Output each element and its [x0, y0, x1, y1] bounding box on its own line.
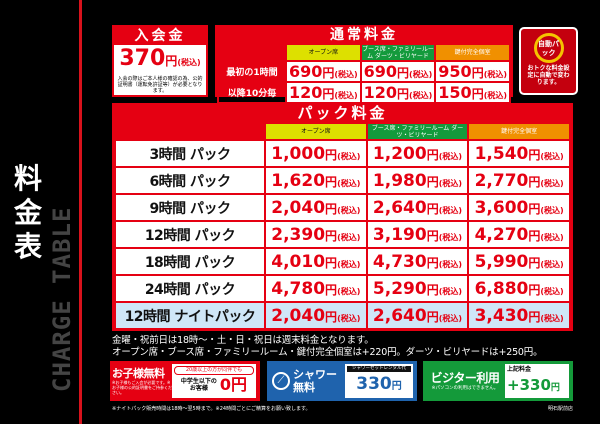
visitor-price: +330円 [507, 376, 560, 394]
pack-row: 3時間 パック 1,000円(税込) 1,200円(税込) 1,540円(税込) [114, 139, 571, 168]
pack-rate-box: パック料金 オープン席 ブース席・ファミリールーム ダーツ・ビリヤード 鍵付完全… [112, 103, 573, 331]
entry-fee-note: 入会の際はご本人様の確認の為、公的証明書（運転免許証等）が必要となります。 [117, 76, 203, 94]
price-cell: 4,010円(税込) [264, 247, 368, 276]
pack-row: 9時間 パック 2,040円(税込) 2,640円(税込) 3,600円(税込) [114, 193, 571, 222]
col-private: 鍵付完全個室 [467, 122, 571, 141]
notes: 金曜・祝前日は18時～・土・日・祝日は週末料金となります。 オープン席・ブース席… [112, 335, 543, 359]
price-cell: 4,270円(税込) [467, 220, 571, 249]
entry-fee-price: 370円(税込) [119, 46, 201, 71]
shower-title: シャワー [293, 368, 337, 381]
visitor-tag: 上記料金 [507, 366, 532, 373]
price-cell: 2,770円(税込) [467, 166, 571, 195]
price-cell: 1,000円(税込) [264, 139, 368, 168]
normal-rate-title: 通常料金 [330, 27, 398, 43]
shower-banner: ⟋ シャワー 無料 シャワーセットレンタル代 330円 [267, 361, 417, 401]
price-cell: 5,990円(税込) [467, 247, 571, 276]
child-free-banner: お子様無料 ※お子様もご入会が必要です。※お子様の公的証明書をご持参ください。 … [110, 361, 260, 401]
price-cell: 3,600円(税込) [467, 193, 571, 222]
pack-label: 6時間 パック [114, 166, 266, 195]
auto-pack-text: おトクな料金設定に自動で変わります。 [527, 65, 570, 86]
price-cell: 4,730円(税込) [365, 247, 470, 276]
price-cell: 120円(税込) [285, 81, 362, 104]
normal-rate-box: 通常料金 オープン席 ブース席・ファミリールーム ダーツ・ビリヤード 鍵付完全個… [215, 25, 513, 104]
price-cell: 2,640円(税込) [365, 301, 470, 330]
pack-row: 12時間 ナイトパック 2,040円(税込) 2,640円(税込) 3,430円(税込… [114, 301, 571, 330]
pack-label: 3時間 パック [114, 139, 266, 168]
pack-label: 24時間 パック [114, 274, 266, 303]
charge-table-watermark: CHARGE TABLE [48, 206, 76, 392]
row-label: 最初の1時間 [217, 60, 287, 83]
price-cell: 1,620円(税込) [264, 166, 368, 195]
pack-row: 18時間 パック 4,010円(税込) 4,730円(税込) 5,990円(税込) [114, 247, 571, 276]
child-note: ※お子様もご入会が必要です。※お子様の公的証明書をご持参ください。 [112, 380, 172, 395]
pack-row: 12時間 パック 2,390円(税込) 3,190円(税込) 4,270円(税込) [114, 220, 571, 249]
pack-label: 12時間 ナイトパック [114, 301, 266, 330]
auto-pack-badge: 自動パック おトクな料金設定に自動で変わります。 [519, 27, 578, 95]
child-label: 中学生以下のお客様 [180, 378, 217, 392]
entry-fee-title: 入会金 [134, 28, 186, 44]
price-cell: 1,980円(税込) [365, 166, 470, 195]
col-booth: ブース席・ファミリールーム ダーツ・ビリヤード [365, 122, 470, 141]
price-cell: 120円(税込) [359, 81, 437, 104]
pack-rate-title: パック料金 [297, 104, 388, 122]
visitor-title: ビジター利用 [430, 370, 500, 385]
page-title: 料金表 [13, 162, 42, 263]
col-open: オープン席 [264, 122, 368, 141]
visitor-note: ※パソコンの利用はできません。 [431, 385, 499, 391]
note-line: オープン席・ブース席・ファミリールーム・鍵付完全個室は+220円。ダーツ・ビリヤ… [112, 347, 543, 358]
note-line: 金曜・祝前日は18時～・土・日・祝日は週末料金となります。 [112, 335, 374, 346]
col-private: 鍵付完全個室 [434, 43, 511, 62]
price-cell: 1,200円(税込) [365, 139, 470, 168]
price-cell: 5,290円(税込) [365, 274, 470, 303]
price-cell: 1,540円(税込) [467, 139, 571, 168]
pack-row: 6時間 パック 1,620円(税込) 1,980円(税込) 2,770円(税込) [114, 166, 571, 195]
child-price: 0円 [219, 375, 248, 394]
price-cell: 690円(税込) [285, 60, 362, 83]
price-cell: 4,780円(税込) [264, 274, 368, 303]
price-cell: 2,040円(税込) [264, 193, 368, 222]
auto-pack-icon: 自動パック [533, 33, 564, 63]
price-cell: 3,190円(税込) [365, 220, 470, 249]
shower-free: 無料 [293, 381, 315, 394]
price-cell: 6,880円(税込) [467, 274, 571, 303]
price-cell: 950円(税込) [434, 60, 511, 83]
price-cell: 3,430円(税込) [467, 301, 571, 330]
col-open: オープン席 [285, 43, 362, 62]
pack-label: 12時間 パック [114, 220, 266, 249]
col-booth: ブース席・ファミリールーム ダーツ・ビリヤード [359, 43, 437, 62]
footnote: ※ナイトパック販売時間は18時～翌5時まで。※24時間ごとにご精算をお願い致しま… [112, 406, 311, 412]
child-tag: 20歳以上の方が同伴でも [174, 366, 254, 375]
pack-label: 18時間 パック [114, 247, 266, 276]
price-cell: 2,640円(税込) [365, 193, 470, 222]
row-label: 以降10分毎 [217, 81, 287, 104]
child-free-title: お子様無料 [112, 367, 165, 380]
shower-icon: ⟋ [272, 372, 290, 390]
price-cell: 690円(税込) [359, 60, 437, 83]
pack-label: 9時間 パック [114, 193, 266, 222]
store-name: 明石駅前店 [548, 406, 574, 412]
entry-fee-box: 入会金 370円(税込) 入会の際はご本人様の確認の為、公的証明書（運転免許証等… [112, 25, 208, 97]
price-cell: 2,040円(税込) [264, 301, 368, 330]
price-cell: 2,390円(税込) [264, 220, 368, 249]
price-cell: 150円(税込) [434, 81, 511, 104]
shower-price: 330円 [356, 374, 402, 394]
red-divider-line [79, 0, 82, 424]
shower-tag: シャワーセットレンタル代 [347, 366, 411, 372]
visitor-banner: ビジター利用 ※パソコンの利用はできません。 上記料金 +330円 [423, 361, 573, 401]
pack-row: 24時間 パック 4,780円(税込) 5,290円(税込) 6,880円(税込) [114, 274, 571, 303]
